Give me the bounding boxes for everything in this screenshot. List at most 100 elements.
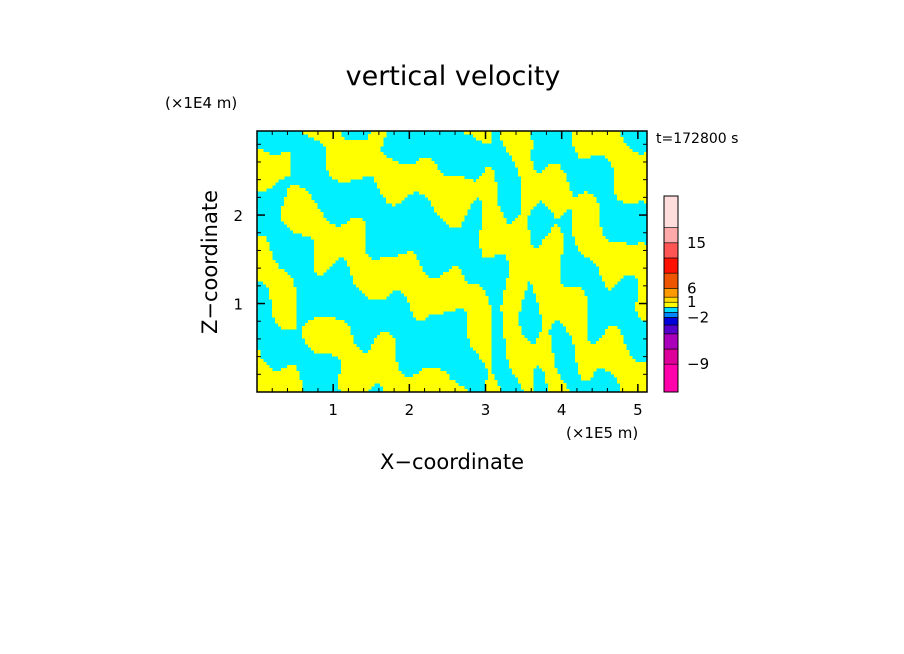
field-cell-positive <box>488 371 492 375</box>
field-cell-positive <box>554 212 564 216</box>
field-cell-positive <box>635 305 647 309</box>
y-axis-label: Z−coordinate <box>198 190 222 334</box>
field-cell-positive <box>449 224 462 228</box>
colorbar-segment <box>663 301 679 308</box>
field-cell-positive <box>467 326 492 330</box>
field-cell-positive <box>542 326 552 330</box>
field-cell-positive <box>485 389 501 392</box>
colorbar-segment <box>663 296 679 303</box>
field-cell-positive <box>575 239 609 243</box>
field-cell-positive <box>509 362 555 366</box>
field-cell-positive <box>509 266 561 270</box>
field-cell-positive <box>521 206 534 210</box>
field-cell-positive <box>521 209 531 213</box>
field-cell-positive <box>548 206 600 210</box>
field-cell-positive <box>368 296 387 300</box>
field-cell-positive <box>257 266 279 270</box>
field-cell-positive <box>257 356 261 360</box>
field-cell-positive <box>503 314 519 318</box>
field-cell-positive <box>605 281 618 285</box>
field-cell-positive <box>317 272 324 276</box>
field-cell-positive <box>638 293 647 297</box>
field-cell-positive <box>257 254 273 258</box>
field-cell-positive <box>380 191 414 195</box>
field-cell-positive <box>326 161 399 165</box>
field-cell-positive <box>572 131 621 135</box>
field-cell-positive <box>638 296 647 300</box>
field-cell-positive <box>536 341 552 345</box>
field-cell-positive <box>305 338 354 342</box>
field-cell-positive <box>518 377 534 381</box>
field-cell-positive <box>515 164 534 168</box>
field-cell-positive <box>257 161 291 165</box>
colorbar-segment <box>663 348 679 365</box>
field-cell-positive <box>518 170 537 174</box>
field-cell-positive <box>542 239 564 243</box>
field-cell-positive <box>284 203 318 207</box>
field-cell-positive <box>479 245 534 249</box>
field-cell-positive <box>614 170 647 174</box>
field-cell-positive <box>341 362 399 366</box>
field-cell-positive <box>584 254 647 258</box>
field-cell-positive <box>488 374 495 378</box>
field-cell-positive <box>356 284 480 288</box>
field-cell-positive <box>467 323 492 327</box>
y-axis-unit: (×1E4 m) <box>165 94 237 112</box>
field-cell-positive <box>377 185 498 189</box>
field-cell-positive <box>485 170 495 174</box>
field-cell-positive <box>575 344 627 348</box>
field-cell-positive <box>302 335 354 339</box>
field-cell-positive <box>287 224 336 228</box>
field-cell-positive <box>554 224 558 228</box>
field-cell-positive <box>578 194 594 198</box>
field-cell-positive <box>314 245 366 249</box>
field-cell-positive <box>539 302 588 306</box>
field-cell-positive <box>521 383 534 387</box>
field-cell-positive <box>554 215 561 219</box>
field-cell-positive <box>353 278 465 282</box>
field-cell-positive <box>542 317 588 321</box>
field-cell-positive <box>419 191 498 195</box>
field-cell-positive <box>512 371 534 375</box>
field-cell-positive <box>326 146 381 150</box>
field-cell-positive <box>323 143 384 147</box>
field-cell-positive <box>392 203 396 207</box>
field-cell-positive <box>614 191 647 195</box>
field-cell-positive <box>506 287 528 291</box>
field-cell-positive <box>578 248 647 252</box>
field-cell-positive <box>545 377 561 381</box>
field-cell-positive <box>506 254 561 258</box>
field-cell-positive <box>500 137 531 141</box>
field-cell-positive <box>638 311 647 315</box>
colorbar: −9 −216 15 <box>663 195 709 393</box>
field-cell-positive <box>311 347 360 351</box>
field-cell-positive <box>332 353 396 357</box>
field-cell-positive <box>257 350 261 354</box>
field-cell-positive <box>620 386 647 390</box>
field-cell-positive <box>338 179 351 183</box>
field-cell-positive <box>641 317 647 321</box>
field-cell-positive <box>257 188 267 192</box>
field-cell-positive <box>539 245 564 249</box>
field-cell-positive <box>257 377 300 381</box>
colorbar-label: 1 <box>687 293 697 311</box>
field-cell-positive <box>287 188 306 192</box>
field-cell-positive <box>545 203 600 207</box>
field-cell-positive <box>521 212 531 216</box>
field-cell-positive <box>572 218 600 222</box>
field-cell-positive <box>257 371 300 375</box>
field-cell-positive <box>506 281 528 285</box>
field-cell-positive <box>314 317 336 321</box>
field-cell-positive <box>548 233 564 237</box>
field-cell-positive <box>482 215 504 219</box>
field-cell-positive <box>503 311 519 315</box>
field-cell-positive <box>614 185 647 189</box>
field-cell-positive <box>506 146 534 150</box>
field-cell-positive <box>521 386 534 390</box>
field-cell-positive <box>503 302 522 306</box>
field-cell-positive <box>257 368 273 372</box>
field-cell-positive <box>542 242 564 246</box>
field-cell-positive <box>347 263 420 267</box>
field-cell-positive <box>536 296 588 300</box>
field-cell-positive <box>521 179 567 183</box>
